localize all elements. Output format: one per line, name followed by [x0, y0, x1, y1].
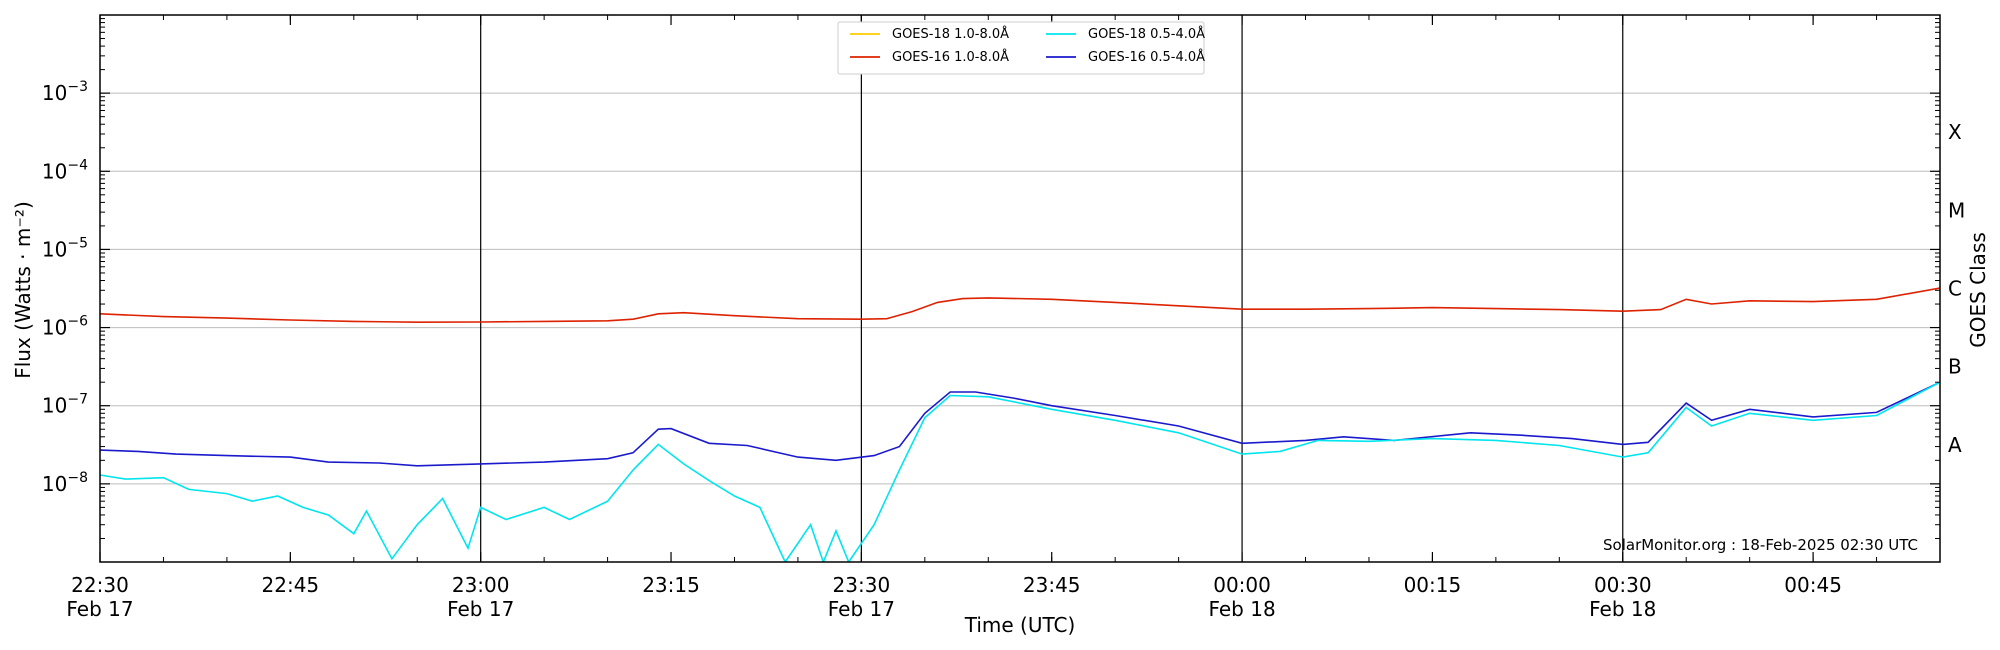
legend-label: GOES-18 1.0-8.0Å — [892, 26, 1009, 42]
series-line-goes-18-0-5-4-0- — [100, 381, 1940, 562]
y-tick-label: 10−6 — [42, 314, 88, 340]
y-tick-label: 10−8 — [42, 470, 88, 496]
goes-class-label: A — [1948, 433, 1962, 457]
x-tick-label: 23:30 — [833, 573, 891, 597]
series-line-goes-16-0-5-4-0- — [100, 381, 1940, 467]
y-axis-ticks: 10−8 10−7 10−6 10−5 10−4 10−3 — [42, 18, 1940, 539]
x-tick-date-label: Feb 17 — [447, 597, 514, 621]
credit-text: SolarMonitor.org : 18-Feb-2025 02:30 UTC — [1603, 536, 1918, 554]
x-axis-title: Time (UTC) — [964, 613, 1076, 637]
legend-label: GOES-16 1.0-8.0Å — [892, 49, 1009, 65]
x-tick-date-label: Feb 17 — [66, 597, 133, 621]
plot-frame — [99, 14, 1941, 563]
x-tick-label: 22:30 — [71, 573, 129, 597]
x-tick-label: 00:45 — [1784, 573, 1842, 597]
goes-class-label: X — [1948, 120, 1962, 144]
x-tick-date-label: Feb 18 — [1208, 597, 1275, 621]
y-tick-label: 10−5 — [42, 235, 88, 261]
x-tick-label: 23:00 — [452, 573, 510, 597]
goes-class-label: B — [1948, 355, 1962, 379]
grid-layer — [100, 92, 1940, 485]
goes-class-labels: A B C M X — [1948, 120, 1965, 457]
x-tick-label: 23:15 — [642, 573, 700, 597]
series-layer — [100, 287, 1940, 562]
legend-label: GOES-18 0.5-4.0Å — [1088, 26, 1205, 42]
day-marker-lines — [480, 15, 1624, 562]
x-tick-label: 23:45 — [1023, 573, 1081, 597]
y-axis-right-title: GOES Class — [1966, 232, 1990, 348]
legend-box — [837, 21, 1205, 75]
series-line-goes-16-1-0-8-0- — [100, 287, 1940, 324]
y-tick-label: 10−7 — [42, 392, 88, 418]
legend: GOES-18 1.0-8.0Å GOES-16 1.0-8.0Å GOES-18 … — [837, 21, 1205, 75]
goes-class-label: C — [1948, 277, 1962, 301]
x-tick-label: 00:30 — [1594, 573, 1652, 597]
y-tick-label: 10−4 — [42, 157, 88, 183]
y-axis-title: Flux (Watts · m⁻²) — [11, 201, 35, 379]
goes-class-label: M — [1948, 198, 1965, 222]
legend-label: GOES-16 0.5-4.0Å — [1088, 49, 1205, 65]
x-tick-label: 00:15 — [1404, 573, 1462, 597]
x-tick-date-label: Feb 17 — [828, 597, 895, 621]
y-tick-label: 10−3 — [42, 79, 88, 105]
x-tick-label: 00:00 — [1213, 573, 1271, 597]
x-tick-date-label: Feb 18 — [1589, 597, 1656, 621]
x-tick-label: 22:45 — [262, 573, 320, 597]
